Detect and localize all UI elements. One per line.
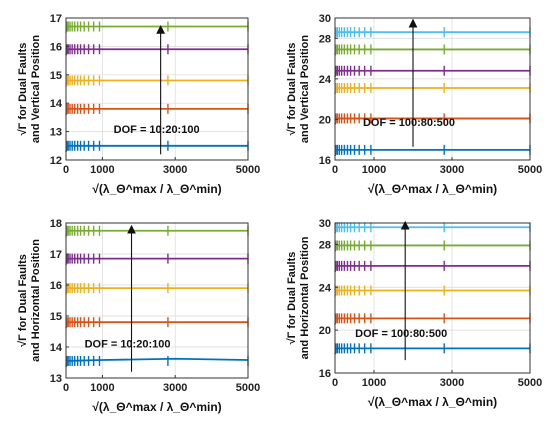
x-tick-label: 3000 xyxy=(440,377,464,389)
y-tick-label: 15 xyxy=(50,311,62,323)
annotation-label: DOF = 100:80:500 xyxy=(355,328,447,340)
x-tick-label: 1000 xyxy=(90,164,114,176)
annotation-label: DOF = 100:80:500 xyxy=(363,117,455,129)
x-tick-label: 3000 xyxy=(440,164,464,176)
y-tick-label: 20 xyxy=(319,325,331,337)
y-tick-label: 17 xyxy=(50,249,62,261)
y-tick-label: 16 xyxy=(319,155,331,167)
x-tick-label: 3000 xyxy=(163,164,187,176)
annotation-label: DOF = 10:20:100 xyxy=(85,339,171,351)
y-tick-label: 28 xyxy=(319,33,331,45)
x-tick-label: 5000 xyxy=(518,377,542,389)
y-tick-label: 13 xyxy=(50,127,62,139)
chart-panel-2: 0 1000 3000 5000 16 20 24 28 30 √Γ for Dual Fault… xyxy=(286,13,542,196)
chart-panel-3: 0 1000 3000 5000 13 14 15 16 17 18 √Γ for Dual Fau… xyxy=(17,218,260,414)
x-axis-label: √(λ_Θ^max / λ_Θ^min) xyxy=(368,395,497,409)
y-tick-label: 28 xyxy=(319,239,331,251)
x-axis-label: √(λ_Θ^max / λ_Θ^min) xyxy=(368,182,497,196)
x-tick-label: 1000 xyxy=(362,164,386,176)
y-tick-label: 16 xyxy=(319,368,331,380)
x-tick-label: 1000 xyxy=(362,377,386,389)
x-tick-label: 5000 xyxy=(518,164,542,176)
y-tick-label: 30 xyxy=(319,218,331,230)
y-tick-label: 24 xyxy=(319,74,332,86)
y-tick-label: 15 xyxy=(50,70,62,82)
annotation-label: DOF = 10:20:100 xyxy=(114,124,200,136)
axes-frame xyxy=(334,222,531,374)
x-axis-label: √(λ_Θ^max / λ_Θ^min) xyxy=(92,400,221,414)
y-axis-label: √Γ for Dual Faultsand Vertical Position xyxy=(17,35,42,143)
y-tick-label: 16 xyxy=(50,41,62,53)
chart-panel-1: 0 1000 3000 5000 12 13 14 15 16 17 √Γ for Dual Fau… xyxy=(17,13,260,196)
x-tick-label: 1000 xyxy=(90,382,114,394)
y-tick-label: 17 xyxy=(50,13,62,25)
x-tick-label: 0 xyxy=(332,377,338,389)
plot-area xyxy=(66,223,248,378)
y-tick-label: 24 xyxy=(319,282,332,294)
x-tick-label: 0 xyxy=(63,382,69,394)
y-tick-label: 16 xyxy=(50,280,62,292)
y-axis-label: √Γ for Dual Faultsand Horizontal Positio… xyxy=(286,236,311,359)
axes-frame xyxy=(334,17,531,161)
axes-frame xyxy=(65,17,249,161)
y-axis-label: √Γ for Dual Faultsand Horizontal Positio… xyxy=(17,239,42,362)
y-axis-label: √Γ for Dual Faultsand Vertical Position xyxy=(286,35,311,143)
x-tick-label: 0 xyxy=(63,164,69,176)
y-tick-label: 14 xyxy=(50,342,63,354)
y-tick-label: 12 xyxy=(50,155,62,167)
plot-area xyxy=(66,18,248,160)
x-tick-label: 5000 xyxy=(236,164,260,176)
chart-panel-4: 0 1000 3000 5000 16 20 24 28 30 √Γ for Dual Fault… xyxy=(286,218,542,409)
plot-area xyxy=(335,18,530,160)
y-tick-label: 18 xyxy=(50,218,62,230)
x-axis-label: √(λ_Θ^max / λ_Θ^min) xyxy=(92,182,221,196)
y-tick-label: 13 xyxy=(50,373,62,385)
y-tick-label: 14 xyxy=(50,98,63,110)
axes-frame xyxy=(65,222,249,379)
y-tick-label: 30 xyxy=(319,13,331,25)
x-tick-label: 3000 xyxy=(163,382,187,394)
x-tick-label: 0 xyxy=(332,164,338,176)
y-tick-label: 20 xyxy=(319,114,331,126)
x-tick-label: 5000 xyxy=(236,382,260,394)
